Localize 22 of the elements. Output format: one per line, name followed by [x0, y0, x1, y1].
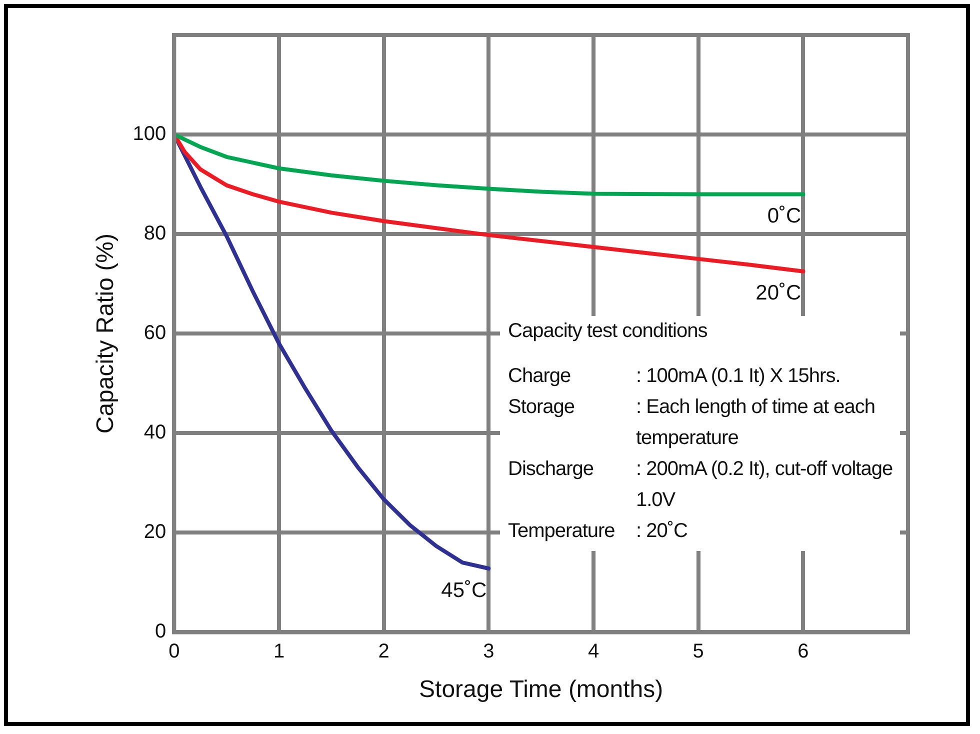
text: Storage : Each length of time at each temperature [508, 396, 875, 449]
y-tick-label: 100 [132, 123, 166, 146]
annotation: Temperature : 20˚C [508, 519, 688, 544]
text: Charge : 100mA (0.1 It) X 15hrs. [508, 365, 840, 387]
x-tick-label: 6 [798, 640, 809, 663]
annotation: Capacity test conditions [508, 319, 708, 344]
x-tick-label: 5 [692, 640, 704, 663]
text: Discharge : 200mA (0.2 It), cut-off voltage 1.0V [508, 458, 893, 511]
y-tick-label: 60 [144, 322, 166, 344]
x-tick-label: 3 [483, 640, 494, 663]
series-label: 20˚C [756, 282, 802, 305]
y-axis-title: Capacity Ratio (%) [92, 234, 120, 434]
series-label: 0˚C [767, 204, 802, 228]
x-axis-title: Storage Time (months) [419, 676, 664, 704]
x-tick-label: 2 [378, 640, 390, 663]
y-tick-label: 80 [144, 222, 166, 245]
x-tick-label: 1 [273, 640, 285, 663]
series-label: 45˚C [441, 578, 487, 602]
x-tick-label: 4 [588, 640, 600, 663]
y-tick-label: 20 [144, 521, 166, 544]
y-tick-label: 40 [144, 422, 166, 444]
y-tick-label: 0 [155, 620, 166, 643]
